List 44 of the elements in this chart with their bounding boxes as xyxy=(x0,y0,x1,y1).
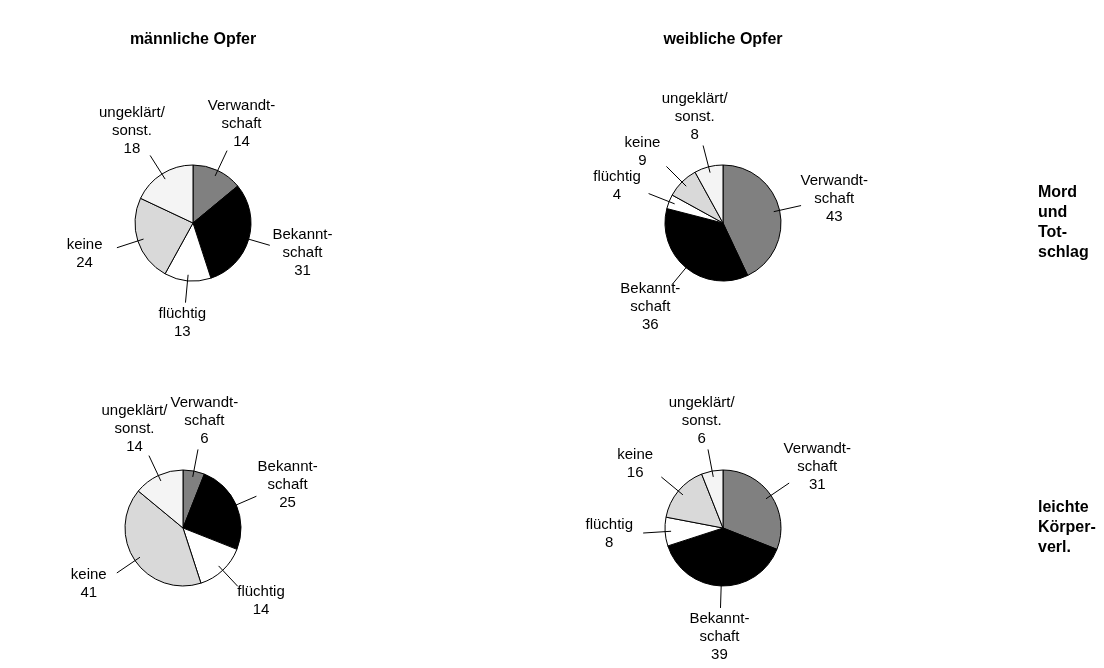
data-label: 13 xyxy=(173,321,191,339)
text: Mord und Tot- schlag xyxy=(1038,183,1089,260)
slice-label: keine xyxy=(617,445,654,463)
data-label: 16 xyxy=(626,463,644,481)
slice-label: ungeklärt/ sonst. xyxy=(101,401,169,437)
slice-label: keine xyxy=(624,133,661,151)
data-label: 25 xyxy=(279,492,296,510)
data-label: 36 xyxy=(641,314,659,332)
slice-label: keine xyxy=(66,234,103,252)
data-label: 6 xyxy=(697,428,706,446)
slice-label: Verwandt- schaft xyxy=(207,96,276,132)
slice-label: flüchtig xyxy=(585,515,633,533)
data-label: 6 xyxy=(200,428,209,446)
slice-label: Bekannt- schaft xyxy=(620,278,681,314)
slice-label: Bekannt- schaft xyxy=(272,225,333,261)
slice-label: ungeklärt/ sonst. xyxy=(98,102,166,138)
data-label: 8 xyxy=(690,125,699,143)
slice-label: keine xyxy=(70,565,107,583)
slice-label: flüchtig xyxy=(158,303,207,321)
chart-title: weibliche Opfer xyxy=(662,30,783,47)
data-label: 24 xyxy=(76,252,93,270)
data-label: 39 xyxy=(711,644,728,662)
slice-label: flüchtig xyxy=(593,167,641,185)
slice-label: Verwandt- schaft xyxy=(783,438,852,474)
data-label: 18 xyxy=(123,138,141,156)
data-label: 4 xyxy=(612,185,622,203)
slice-label: flüchtig xyxy=(237,581,285,599)
slice-label: ungeklärt/ sonst. xyxy=(661,89,729,125)
data-label: 31 xyxy=(294,261,311,279)
slice-label: ungeklärt/ sonst. xyxy=(668,392,736,428)
text: leichte Körper- verl. xyxy=(1038,498,1096,555)
data-label: 14 xyxy=(252,599,270,617)
slice-label: Bekannt- schaft xyxy=(689,608,750,644)
slice-label: Verwandt- schaft xyxy=(800,171,869,207)
data-label: 8 xyxy=(605,533,614,551)
chart-title: männliche Opfer xyxy=(129,30,257,47)
data-label: 43 xyxy=(825,207,843,225)
slice-label: Bekannt- schaft xyxy=(257,456,318,492)
data-label: 41 xyxy=(80,583,98,601)
slice-label: Verwandt- schaft xyxy=(170,392,239,428)
data-label: 14 xyxy=(233,132,250,150)
data-label: 31 xyxy=(808,474,826,492)
data-label: 9 xyxy=(638,151,647,169)
data-label: 14 xyxy=(126,437,143,455)
